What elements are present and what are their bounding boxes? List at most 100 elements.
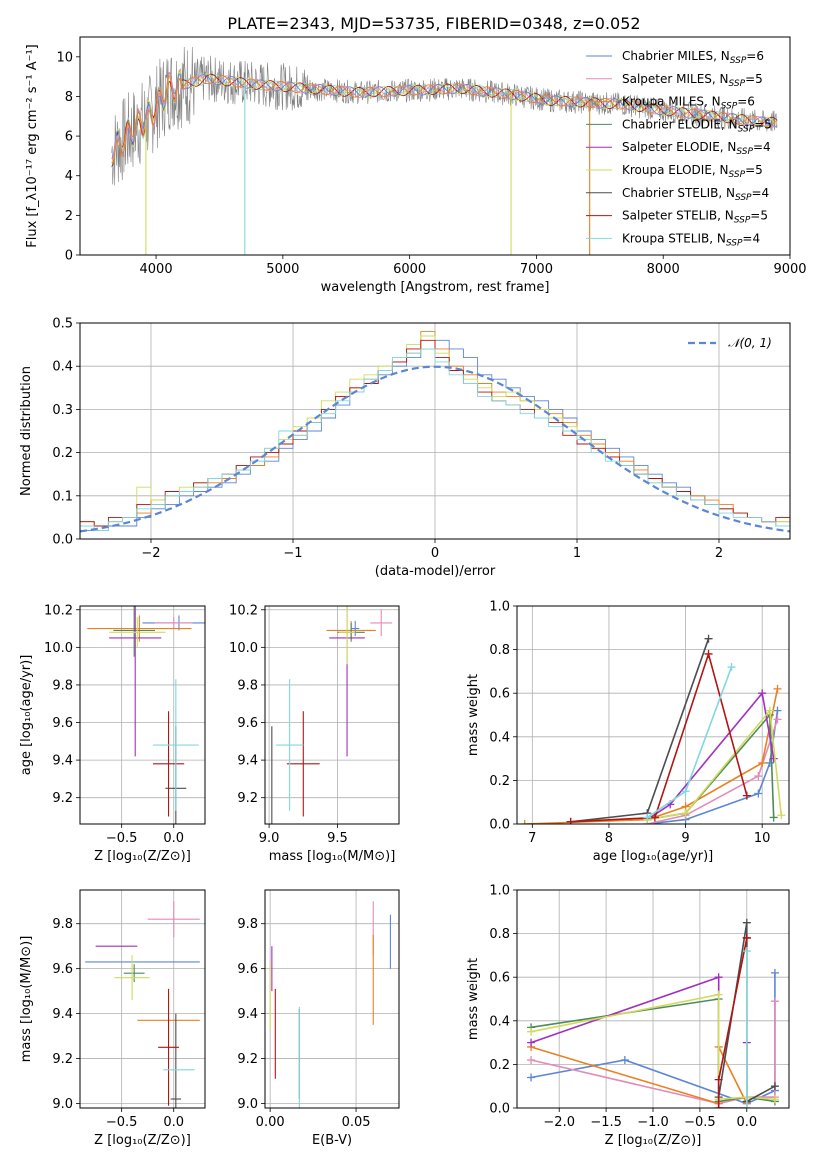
mass_vs_EBV-y-tick-label: 9.8: [237, 917, 258, 932]
legend-label-text: Chabrier MILES, N: [622, 49, 730, 63]
mass_vs_EBV-x-axis-label: E(B-V): [312, 1133, 352, 1148]
legend-label-n: =5: [745, 72, 763, 86]
axes-frame: [516, 605, 790, 825]
age_vs_Z-y-tick-label: 9.8: [52, 678, 73, 693]
massweight_vs_Z-panel: −2.0 −1.5 −1.0 −0.5 0.0 0.0 0.2 0.4 0.6 0.8 1.0 Z […: [466, 884, 790, 1148]
spectrum-y-axis-label: Flux [f_λ10⁻¹⁷ erg cm⁻² s⁻¹ A⁻¹]: [25, 44, 40, 248]
legend-label-text: Kroupa ELODIE, N: [622, 163, 729, 177]
spectrum-model-line: [111, 72, 778, 159]
massweight_vs_age-x-tick-label: 8: [605, 831, 613, 846]
legend-label-text: Salpeter STELIB, N: [622, 209, 734, 223]
series-marker: [527, 1073, 536, 1082]
spectrum-y-tick-label: 2: [65, 209, 73, 224]
series-marker: [742, 933, 751, 942]
series-marker: [714, 990, 723, 999]
series-line: [647, 719, 779, 824]
massweight_vs_age-x-tick-label: 7: [528, 831, 536, 846]
residuals-legend: 𝒩(0, 1): [688, 336, 772, 350]
series-marker: [765, 758, 774, 767]
axes-frame: [79, 36, 791, 256]
massweight_vs_Z-x-tick-label: −1.5: [590, 1115, 622, 1130]
legend-label-text: Chabrier STELIB, N: [622, 186, 735, 200]
age_vs_mass-y-tick-label: 9.4: [237, 754, 258, 769]
residuals-x-tick-label: 0: [431, 546, 439, 561]
legend-label: Chabrier MILES, NSSP=6: [622, 49, 764, 66]
histogram-step-line: [80, 348, 790, 531]
figure-title: PLATE=2343, MJD=53735, FIBERID=0348, z=0…: [227, 14, 640, 33]
legend-label-sub: SSP: [736, 147, 753, 157]
spectrum-x-tick-label: 4000: [140, 262, 173, 277]
residuals-y-tick-label: 0.4: [52, 360, 73, 375]
age_vs_Z-x-tick-label: −0.5: [106, 831, 138, 846]
axes-frame: [79, 322, 791, 540]
legend-label-sub: SSP: [730, 56, 747, 66]
spectrum-marks: [111, 46, 778, 255]
series-marker: [727, 663, 736, 672]
spectrum-y-tick-label: 6: [65, 130, 73, 145]
massweight_vs_age-x-tick-label: 9: [681, 831, 689, 846]
legend-label-text: Salpeter ELODIE, N: [622, 140, 736, 154]
series-marker: [714, 1075, 723, 1084]
spectrum-y-tick-label: 4: [65, 169, 73, 184]
legend-label-text: Kroupa STELIB, N: [622, 231, 726, 245]
legend-label-n: =4: [742, 231, 760, 245]
residuals-y-tick-label: 0.0: [52, 533, 73, 548]
residuals-marks: [80, 331, 790, 533]
age_vs_mass-y-tick-label: 10.2: [229, 603, 258, 618]
series-marker: [758, 689, 767, 698]
mass_vs_Z-y-axis-label: mass [log₁₀(M/M⊙)]: [19, 936, 34, 1063]
massweight_vs_Z-marks: [527, 918, 779, 1108]
legend-label: Salpeter MILES, NSSP=5: [622, 72, 763, 89]
series-marker: [770, 997, 779, 1006]
mass_vs_Z-y-tick-label: 9.0: [52, 1097, 73, 1112]
legend-label-n: =4: [752, 186, 770, 200]
spectrum-x-tick-label: 5000: [266, 262, 299, 277]
massweight_vs_age-y-tick-label: 0.6: [489, 687, 510, 702]
spectrum-model-line: [111, 69, 778, 163]
series-marker: [714, 1104, 723, 1108]
age_vs_mass-y-tick-label: 9.2: [237, 791, 258, 806]
legend-label-n: =6: [737, 95, 755, 109]
legend-label-sub: SSP: [726, 238, 743, 248]
massweight_vs_Z-y-tick-label: 0.4: [489, 1014, 510, 1029]
series-marker: [777, 811, 786, 820]
legend-label-text: Chabrier ELODIE, N: [622, 117, 738, 131]
age_vs_Z-marks: [87, 606, 205, 824]
mass_vs_EBV-x-tick-label: 0.05: [342, 1115, 371, 1130]
mass_vs_Z-marks: [85, 901, 200, 1108]
residuals-y-axis-label: Normed distribution: [19, 366, 34, 496]
massweight_vs_age-panel: 7 8 9 10 0.0 0.2 0.4 0.6 0.8 1.0 age [log₁₀(age/yr…: [466, 600, 790, 864]
massweight_vs_Z-y-tick-label: 0.8: [489, 927, 510, 942]
series-marker: [714, 973, 723, 982]
massweight_vs_age-marks: [520, 634, 786, 824]
mass_vs_EBV-x-tick-label: 0.00: [256, 1115, 285, 1130]
legend-label-sub: SSP: [729, 170, 746, 180]
age_vs_Z-y-tick-label: 10.2: [44, 603, 73, 618]
mass_vs_Z-plot-area: [80, 890, 205, 1108]
series-line: [570, 651, 748, 823]
age_vs_Z-x-tick-label: 0.0: [163, 831, 184, 846]
series-marker: [704, 634, 713, 643]
mass_vs_EBV-y-tick-label: 9.6: [237, 962, 258, 977]
residuals-y-tick-label: 0.5: [52, 317, 73, 332]
massweight_vs_Z-y-axis-label: mass weight: [466, 958, 481, 1040]
mass_vs_Z-y-tick-label: 9.8: [52, 917, 73, 932]
series-marker: [769, 754, 778, 763]
gaussian-curve: [80, 365, 790, 533]
mass_vs_Z-x-tick-label: −0.5: [106, 1115, 138, 1130]
mass_vs_EBV-y-tick-label: 9.0: [237, 1097, 258, 1112]
massweight_vs_Z-x-tick-label: −2.0: [543, 1115, 575, 1130]
spectrum-y-tick-label: 0: [65, 249, 73, 264]
age_vs_Z-x-axis-label: Z [log₁₀(Z/Z⊙)]: [94, 849, 191, 864]
mass_vs_Z-y-tick-label: 9.2: [52, 1052, 73, 1067]
legend-label-sub: SSP: [729, 79, 746, 89]
massweight_vs_Z-y-tick-label: 0.0: [489, 1102, 510, 1117]
series-marker: [650, 813, 659, 822]
massweight_vs_age-y-tick-label: 0.4: [489, 730, 510, 745]
mass_vs_EBV-y-tick-label: 9.4: [237, 1007, 258, 1022]
age_vs_Z-y-tick-label: 9.2: [52, 791, 73, 806]
series-marker: [643, 813, 652, 822]
mass_vs_EBV-marks: [269, 901, 391, 1108]
legend-label-n: =6: [746, 49, 764, 63]
spectrum-y-tick-label: 10: [56, 50, 73, 65]
